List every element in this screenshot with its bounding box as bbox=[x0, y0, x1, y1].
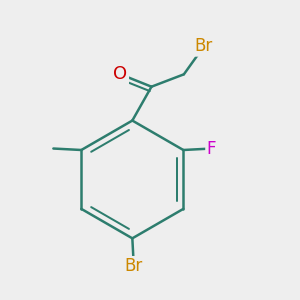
Text: Br: Br bbox=[125, 257, 143, 275]
Text: O: O bbox=[113, 65, 128, 83]
Text: Br: Br bbox=[195, 38, 213, 56]
Text: F: F bbox=[207, 140, 216, 158]
